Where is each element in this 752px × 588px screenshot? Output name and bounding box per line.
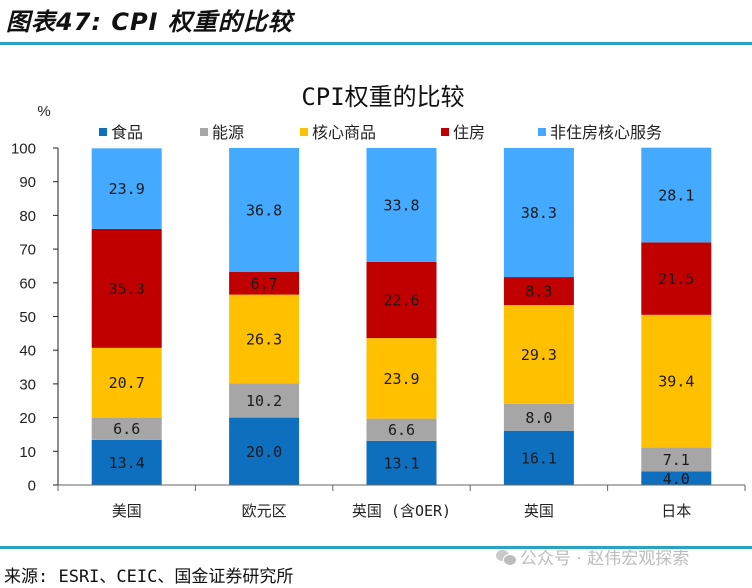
data-label: 20.7 — [109, 374, 145, 392]
bar-segment — [366, 338, 437, 419]
data-label: 20.0 — [246, 443, 282, 461]
data-label: 29.3 — [521, 346, 557, 364]
data-label: 36.8 — [246, 202, 282, 220]
data-label: 33.8 — [383, 196, 419, 214]
x-category-label: 英国 (含OER) — [352, 502, 451, 520]
bar-segment — [641, 242, 712, 315]
bar-segment — [641, 447, 712, 472]
data-label: 16.1 — [521, 449, 557, 467]
y-axis-unit: % — [37, 103, 50, 120]
bar-segment — [366, 148, 437, 262]
bar-segment — [91, 439, 162, 485]
data-label: 6.7 — [251, 275, 278, 293]
y-tick-label: 60 — [19, 275, 36, 292]
data-label: 7.1 — [663, 451, 690, 469]
x-category-label: 欧元区 — [242, 502, 287, 520]
data-label: 22.6 — [383, 291, 419, 309]
legend-swatch-2 — [300, 128, 308, 136]
data-label: 6.6 — [113, 420, 140, 438]
data-label: 8.0 — [525, 409, 552, 427]
bar-segment — [641, 471, 712, 485]
bar-segment — [229, 148, 300, 273]
bar-segment — [641, 314, 712, 448]
bar-segment — [641, 147, 712, 243]
watermark: 公众号 · 赵伟宏观探索 — [496, 544, 689, 569]
legend-swatch-0 — [99, 128, 107, 136]
top-divider — [0, 42, 752, 45]
legend-label: 非住房核心服务 — [550, 123, 662, 142]
source-note: 来源: ESRI、CEIC、国金证券研究所 — [4, 567, 294, 587]
bar-segment — [229, 417, 300, 485]
bar-segment — [366, 440, 437, 485]
x-category-label: 美国 — [112, 502, 142, 520]
legend-label: 核心商品 — [312, 123, 376, 142]
bar-segment — [366, 418, 437, 441]
bars: 13.4 6.6 20.7 35.3 23.9 20.0 10.2 26.3 6.7 36.8 13… — [91, 147, 712, 488]
data-label: 23.9 — [109, 180, 145, 198]
y-tick-label: 50 — [19, 309, 36, 326]
y-tick-label: 70 — [19, 242, 36, 259]
bottom-divider — [0, 546, 752, 549]
data-label: 23.9 — [383, 370, 419, 388]
bar-segment — [503, 277, 574, 306]
axes: 0 10 20 30 40 50 60 70 80 90 100 美国 欧元区 英国 (含OER) 英国 日本 — [11, 141, 746, 520]
legend-swatch-3 — [441, 128, 449, 136]
data-label: 6.6 — [388, 421, 415, 439]
legend-label: 住房 — [453, 123, 485, 142]
y-tick-label: 90 — [19, 174, 36, 191]
y-tick-label: 100 — [11, 141, 36, 158]
bar-segment — [229, 294, 300, 384]
y-tick-label: 10 — [19, 444, 36, 461]
bar-segment — [503, 430, 574, 485]
data-label: 21.5 — [658, 270, 694, 288]
legend-swatch-4 — [538, 128, 546, 136]
bar-segment — [366, 261, 437, 339]
data-label: 35.3 — [109, 280, 145, 298]
figure-title: 图表47: CPI 权重的比较 — [6, 8, 293, 36]
bar-segment — [503, 403, 574, 431]
data-label: 13.1 — [383, 454, 419, 472]
legend-swatch-1 — [200, 128, 208, 136]
data-label: 10.2 — [246, 392, 282, 410]
data-label: 38.3 — [521, 204, 557, 222]
data-label: 8.3 — [525, 283, 552, 301]
stacked-bar-chart: CPI权重的比较 % 食品 能源 核心商品 住房 非住房核心服务 13.4 6.6 20.7… — [11, 83, 746, 520]
y-tick-label: 80 — [19, 208, 36, 225]
wechat-icon — [496, 549, 517, 566]
data-label: 26.3 — [246, 330, 282, 348]
bar-segment — [503, 305, 574, 404]
bar-segment — [91, 148, 162, 229]
bar-segment — [91, 347, 162, 418]
y-tick-label: 20 — [19, 410, 36, 427]
y-tick-label: 40 — [19, 343, 36, 360]
bar-segment — [503, 148, 574, 278]
x-category-label: 日本 — [661, 502, 691, 520]
y-tick-label: 30 — [19, 376, 36, 393]
y-tick-label: 0 — [28, 478, 36, 495]
data-label: 13.4 — [109, 454, 145, 472]
bar-segment — [91, 417, 162, 440]
data-label: 28.1 — [658, 187, 694, 205]
chart-title: CPI权重的比较 — [301, 83, 464, 111]
watermark-text: 公众号 · 赵伟宏观探索 — [520, 549, 690, 569]
legend-label: 食品 — [111, 123, 143, 142]
x-category-label: 英国 — [524, 502, 554, 520]
bar-segment — [229, 383, 300, 418]
data-label: 39.4 — [658, 373, 694, 391]
legend: 食品 能源 核心商品 住房 非住房核心服务 — [99, 123, 662, 142]
bar-segment — [229, 272, 300, 295]
data-label: 4.0 — [663, 470, 690, 488]
legend-label: 能源 — [212, 123, 244, 142]
bar-segment — [91, 228, 162, 348]
